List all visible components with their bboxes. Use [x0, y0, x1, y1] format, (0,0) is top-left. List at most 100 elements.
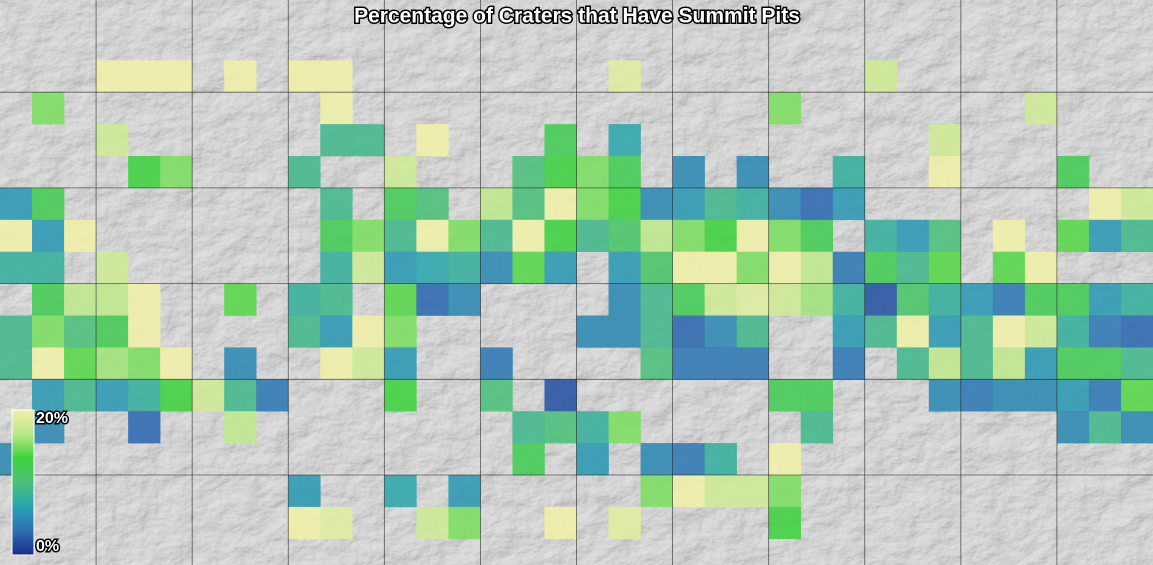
cell [961, 316, 993, 348]
cell [769, 220, 801, 252]
cell [64, 347, 96, 379]
cell [833, 347, 865, 379]
cell [512, 411, 544, 443]
cell [128, 347, 160, 379]
cell [801, 188, 833, 220]
cell [577, 411, 609, 443]
cell [769, 92, 801, 124]
cell [801, 220, 833, 252]
cell [320, 507, 352, 539]
cell [64, 379, 96, 411]
cell [96, 284, 128, 316]
cell [224, 284, 256, 316]
cell [416, 507, 448, 539]
cell [320, 284, 352, 316]
cell [609, 316, 641, 348]
cell [609, 252, 641, 284]
cell [1121, 284, 1153, 316]
cell [128, 379, 160, 411]
cell [641, 220, 673, 252]
cell [512, 188, 544, 220]
cell [96, 124, 128, 156]
cell [897, 252, 929, 284]
cell [993, 284, 1025, 316]
cell [865, 284, 897, 316]
cell [288, 284, 320, 316]
cell [705, 252, 737, 284]
cell [544, 124, 576, 156]
colorbar [12, 410, 34, 555]
cell [480, 188, 512, 220]
cell [352, 220, 384, 252]
cell [737, 220, 769, 252]
cell [544, 252, 576, 284]
cell [673, 347, 705, 379]
cell [0, 252, 32, 284]
cell [512, 252, 544, 284]
cell [288, 156, 320, 188]
cell [1089, 188, 1121, 220]
cell [833, 252, 865, 284]
cell [352, 124, 384, 156]
cell [224, 347, 256, 379]
cell [961, 284, 993, 316]
cell [384, 284, 416, 316]
cell [544, 507, 576, 539]
cell [160, 347, 192, 379]
cell [0, 220, 32, 252]
cell [96, 316, 128, 348]
cell [929, 124, 961, 156]
cell [160, 60, 192, 92]
cell [769, 252, 801, 284]
cell [993, 220, 1025, 252]
cell [705, 475, 737, 507]
cell [416, 284, 448, 316]
cell [128, 411, 160, 443]
cell [609, 284, 641, 316]
cell [64, 284, 96, 316]
cell [1089, 379, 1121, 411]
cell [641, 475, 673, 507]
cell [737, 316, 769, 348]
cell [641, 252, 673, 284]
cell [673, 156, 705, 188]
cell [865, 60, 897, 92]
cell [929, 379, 961, 411]
cell [384, 220, 416, 252]
cell [609, 188, 641, 220]
cell [416, 188, 448, 220]
cell [352, 316, 384, 348]
cell [32, 92, 64, 124]
cell [641, 316, 673, 348]
cell [737, 252, 769, 284]
cell [769, 188, 801, 220]
cell [673, 252, 705, 284]
cell [641, 443, 673, 475]
cell [737, 347, 769, 379]
cell [128, 60, 160, 92]
cell [32, 220, 64, 252]
cell [801, 379, 833, 411]
cell [256, 379, 288, 411]
cell [929, 316, 961, 348]
cell [1121, 347, 1153, 379]
cell [1121, 220, 1153, 252]
cell [705, 188, 737, 220]
cell [961, 379, 993, 411]
cell [320, 252, 352, 284]
cell [577, 220, 609, 252]
cell [448, 507, 480, 539]
cell [897, 316, 929, 348]
cell [769, 379, 801, 411]
cell [577, 443, 609, 475]
cell [1089, 347, 1121, 379]
cell [1057, 316, 1089, 348]
cell [833, 156, 865, 188]
cell [320, 347, 352, 379]
cell [641, 347, 673, 379]
cell [384, 379, 416, 411]
cell [288, 60, 320, 92]
cell [1089, 220, 1121, 252]
cell [769, 507, 801, 539]
colorbar-label: 20% [36, 410, 68, 427]
